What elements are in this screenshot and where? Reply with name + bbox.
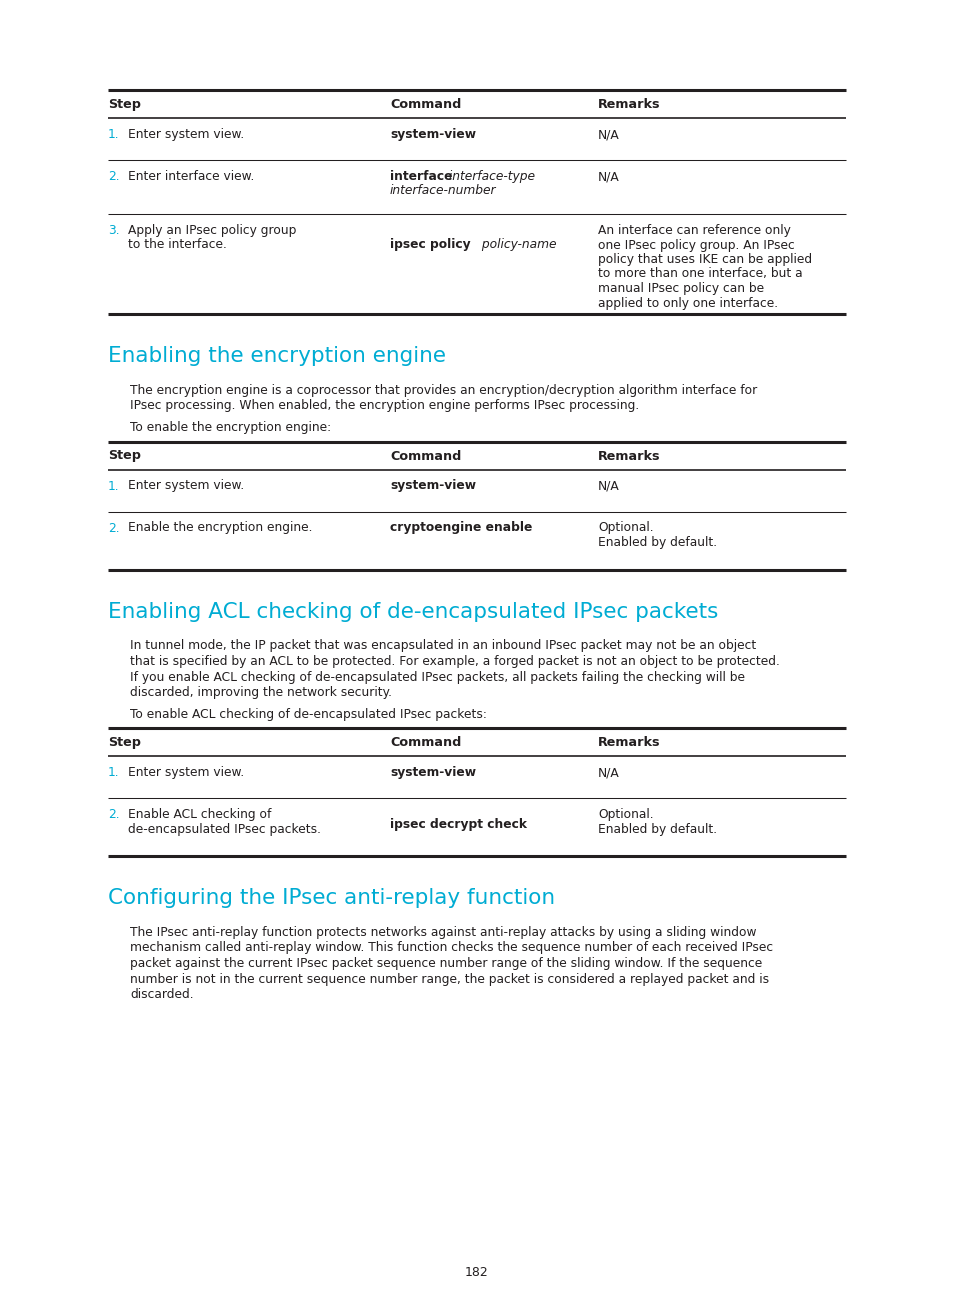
Text: de-encapsulated IPsec packets.: de-encapsulated IPsec packets.	[128, 823, 320, 836]
Text: To enable the encryption engine:: To enable the encryption engine:	[130, 421, 331, 434]
Text: N/A: N/A	[598, 480, 619, 492]
Text: N/A: N/A	[598, 170, 619, 183]
Text: To enable ACL checking of de-encapsulated IPsec packets:: To enable ACL checking of de-encapsulate…	[130, 708, 486, 721]
Text: Step: Step	[108, 736, 141, 749]
Text: Enabled by default.: Enabled by default.	[598, 823, 717, 836]
Text: 1.: 1.	[108, 480, 119, 492]
Text: 1.: 1.	[108, 766, 119, 779]
Text: Enter system view.: Enter system view.	[128, 766, 244, 779]
Text: If you enable ACL checking of de-encapsulated IPsec packets, all packets failing: If you enable ACL checking of de-encapsu…	[130, 670, 744, 683]
Text: cryptoengine enable: cryptoengine enable	[390, 521, 532, 534]
Text: 2.: 2.	[108, 807, 119, 820]
Text: Configuring the IPsec anti-replay function: Configuring the IPsec anti-replay functi…	[108, 888, 555, 908]
Text: Enter system view.: Enter system view.	[128, 128, 244, 141]
Text: to the interface.: to the interface.	[128, 238, 227, 251]
Text: Optional.: Optional.	[598, 807, 653, 820]
Text: Remarks: Remarks	[598, 98, 659, 111]
Text: Command: Command	[390, 736, 461, 749]
Text: that is specified by an ACL to be protected. For example, a forged packet is not: that is specified by an ACL to be protec…	[130, 654, 779, 667]
Text: N/A: N/A	[598, 766, 619, 779]
Text: Enabled by default.: Enabled by default.	[598, 537, 717, 550]
Text: An interface can reference only: An interface can reference only	[598, 224, 790, 237]
Text: system-view: system-view	[390, 480, 476, 492]
Text: mechanism called anti-replay window. This function checks the sequence number of: mechanism called anti-replay window. Thi…	[130, 941, 772, 954]
Text: manual IPsec policy can be: manual IPsec policy can be	[598, 283, 763, 295]
Text: ipsec policy: ipsec policy	[390, 238, 470, 251]
Text: Command: Command	[390, 98, 461, 111]
Text: 2.: 2.	[108, 521, 119, 534]
Text: Enabling the encryption engine: Enabling the encryption engine	[108, 346, 446, 365]
Text: applied to only one interface.: applied to only one interface.	[598, 297, 778, 310]
Text: to more than one interface, but a: to more than one interface, but a	[598, 267, 801, 280]
Text: In tunnel mode, the IP packet that was encapsulated in an inbound IPsec packet m: In tunnel mode, the IP packet that was e…	[130, 639, 756, 652]
Text: interface: interface	[390, 170, 452, 183]
Text: packet against the current IPsec packet sequence number range of the sliding win: packet against the current IPsec packet …	[130, 956, 761, 969]
Text: Enable ACL checking of: Enable ACL checking of	[128, 807, 271, 820]
Text: Remarks: Remarks	[598, 736, 659, 749]
Text: IPsec processing. When enabled, the encryption engine performs IPsec processing.: IPsec processing. When enabled, the encr…	[130, 399, 639, 412]
Text: Enabling ACL checking of de-encapsulated IPsec packets: Enabling ACL checking of de-encapsulated…	[108, 601, 718, 622]
Text: ipsec decrypt check: ipsec decrypt check	[390, 818, 526, 831]
Text: number is not in the current sequence number range, the packet is considered a r: number is not in the current sequence nu…	[130, 972, 768, 985]
Text: Enter system view.: Enter system view.	[128, 480, 244, 492]
Text: Step: Step	[108, 450, 141, 463]
Text: system-view: system-view	[390, 128, 476, 141]
Text: 2.: 2.	[108, 170, 119, 183]
Text: 182: 182	[465, 1266, 488, 1279]
Text: Remarks: Remarks	[598, 450, 659, 463]
Text: discarded, improving the network security.: discarded, improving the network securit…	[130, 686, 392, 699]
Text: interface-type: interface-type	[444, 170, 535, 183]
Text: Optional.: Optional.	[598, 521, 653, 534]
Text: Enable the encryption engine.: Enable the encryption engine.	[128, 521, 313, 534]
Text: Command: Command	[390, 450, 461, 463]
Text: discarded.: discarded.	[130, 988, 193, 1001]
Text: Step: Step	[108, 98, 141, 111]
Text: Enter interface view.: Enter interface view.	[128, 170, 254, 183]
Text: system-view: system-view	[390, 766, 476, 779]
Text: The encryption engine is a coprocessor that provides an encryption/decryption al: The encryption engine is a coprocessor t…	[130, 384, 757, 397]
Text: 3.: 3.	[108, 224, 119, 237]
Text: interface-number: interface-number	[390, 184, 496, 197]
Text: policy that uses IKE can be applied: policy that uses IKE can be applied	[598, 253, 811, 266]
Text: The IPsec anti-replay function protects networks against anti-replay attacks by : The IPsec anti-replay function protects …	[130, 927, 756, 940]
Text: policy-name: policy-name	[477, 238, 556, 251]
Text: N/A: N/A	[598, 128, 619, 141]
Text: one IPsec policy group. An IPsec: one IPsec policy group. An IPsec	[598, 238, 794, 251]
Text: 1.: 1.	[108, 128, 119, 141]
Text: Apply an IPsec policy group: Apply an IPsec policy group	[128, 224, 296, 237]
